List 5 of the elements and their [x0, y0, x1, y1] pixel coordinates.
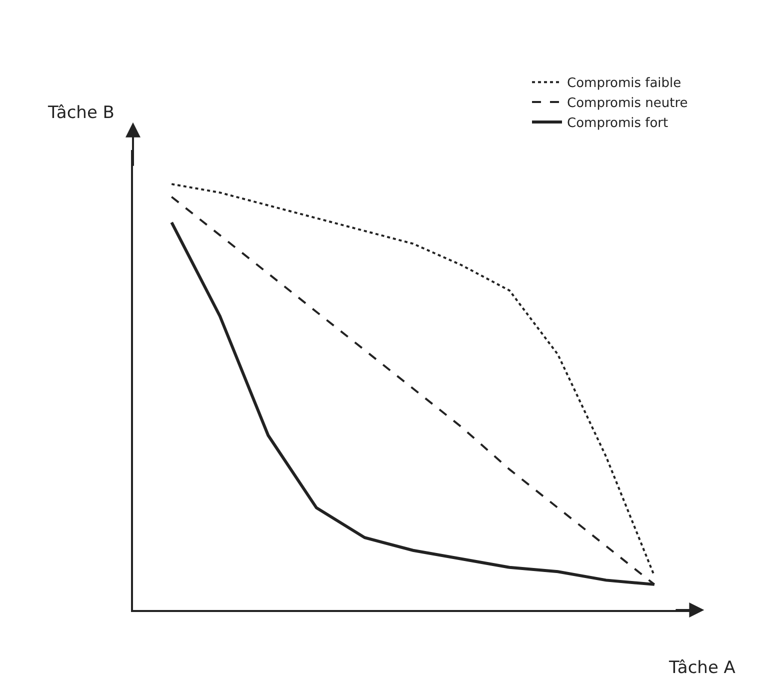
legend-label: Compromis neutre: [567, 96, 688, 112]
y-axis-title: Tâche B: [47, 103, 114, 123]
legend-label: Compromis faible: [567, 76, 682, 92]
legend-label: Compromis fort: [567, 116, 668, 132]
x-axis-title: Tâche A: [668, 658, 736, 678]
